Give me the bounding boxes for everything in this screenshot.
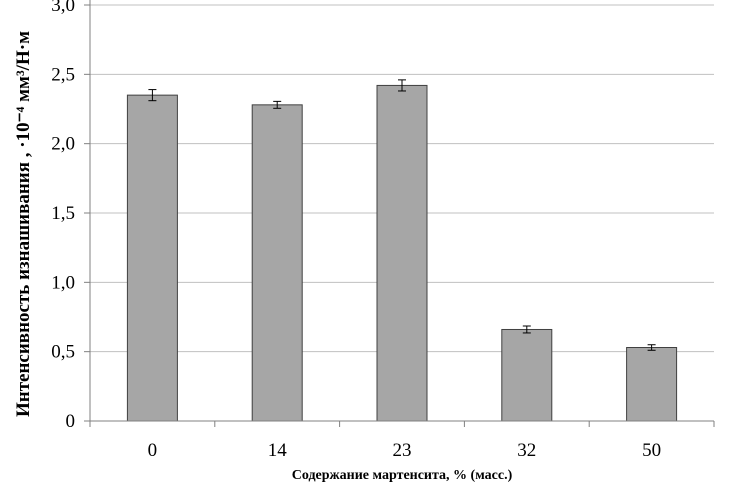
bar xyxy=(376,84,428,422)
y-tick-label: 3,0 xyxy=(51,0,75,16)
x-tick-label: 32 xyxy=(517,440,536,461)
x-tick-labels: 0 14 23 32 50 xyxy=(148,440,661,461)
bar xyxy=(501,328,553,422)
y-tick-label: 1,5 xyxy=(51,203,75,224)
bar xyxy=(626,347,678,422)
y-tick-label: 0,5 xyxy=(51,342,75,363)
y-tick-label: 2,5 xyxy=(51,64,75,85)
y-tick-label: 1,0 xyxy=(51,272,75,293)
bar xyxy=(126,94,178,422)
y-tick-labels: 0 0,5 1,0 1,5 2,0 2,5 3,0 xyxy=(51,0,75,432)
x-tick-label: 23 xyxy=(393,440,412,461)
y-tick-label: 2,0 xyxy=(51,134,75,155)
y-tick-label: 0 xyxy=(66,411,76,432)
y-axis-label: Интенсивность изнашивания , ·10⁻⁴ мм³/Н·… xyxy=(13,31,34,417)
x-tick-label: 0 xyxy=(148,440,158,461)
x-tick-label: 14 xyxy=(268,440,288,461)
x-axis-label: Содержание мартенсита, % (масс.) xyxy=(292,468,513,483)
bars xyxy=(126,79,678,422)
axes xyxy=(84,0,715,427)
bar xyxy=(251,104,303,422)
x-tick-label: 50 xyxy=(642,440,661,461)
